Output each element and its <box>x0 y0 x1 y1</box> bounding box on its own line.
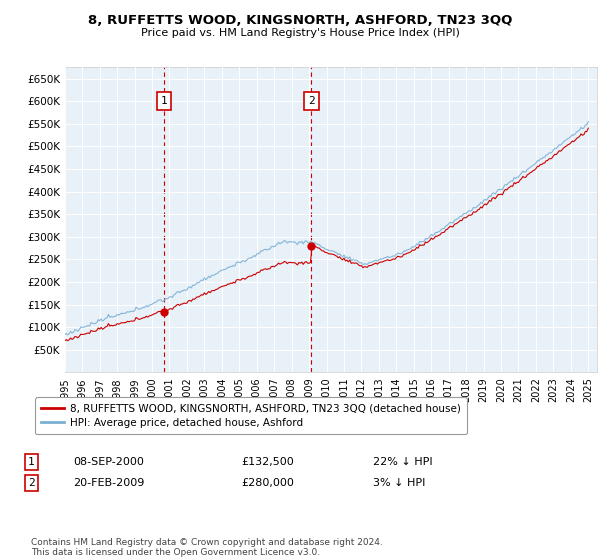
Text: 2: 2 <box>308 96 315 106</box>
Legend: 8, RUFFETTS WOOD, KINGSNORTH, ASHFORD, TN23 3QQ (detached house), HPI: Average p: 8, RUFFETTS WOOD, KINGSNORTH, ASHFORD, T… <box>35 398 467 434</box>
Text: 8, RUFFETTS WOOD, KINGSNORTH, ASHFORD, TN23 3QQ: 8, RUFFETTS WOOD, KINGSNORTH, ASHFORD, T… <box>88 14 512 27</box>
Text: 1: 1 <box>161 96 167 106</box>
Text: £280,000: £280,000 <box>241 478 294 488</box>
Text: Contains HM Land Registry data © Crown copyright and database right 2024.
This d: Contains HM Land Registry data © Crown c… <box>31 538 383 557</box>
Text: 22% ↓ HPI: 22% ↓ HPI <box>373 457 433 467</box>
Text: 20-FEB-2009: 20-FEB-2009 <box>73 478 145 488</box>
Text: Price paid vs. HM Land Registry's House Price Index (HPI): Price paid vs. HM Land Registry's House … <box>140 28 460 38</box>
Text: £132,500: £132,500 <box>241 457 294 467</box>
Text: 3% ↓ HPI: 3% ↓ HPI <box>373 478 425 488</box>
Text: 08-SEP-2000: 08-SEP-2000 <box>73 457 144 467</box>
Text: 1: 1 <box>28 457 35 467</box>
Text: 2: 2 <box>28 478 35 488</box>
